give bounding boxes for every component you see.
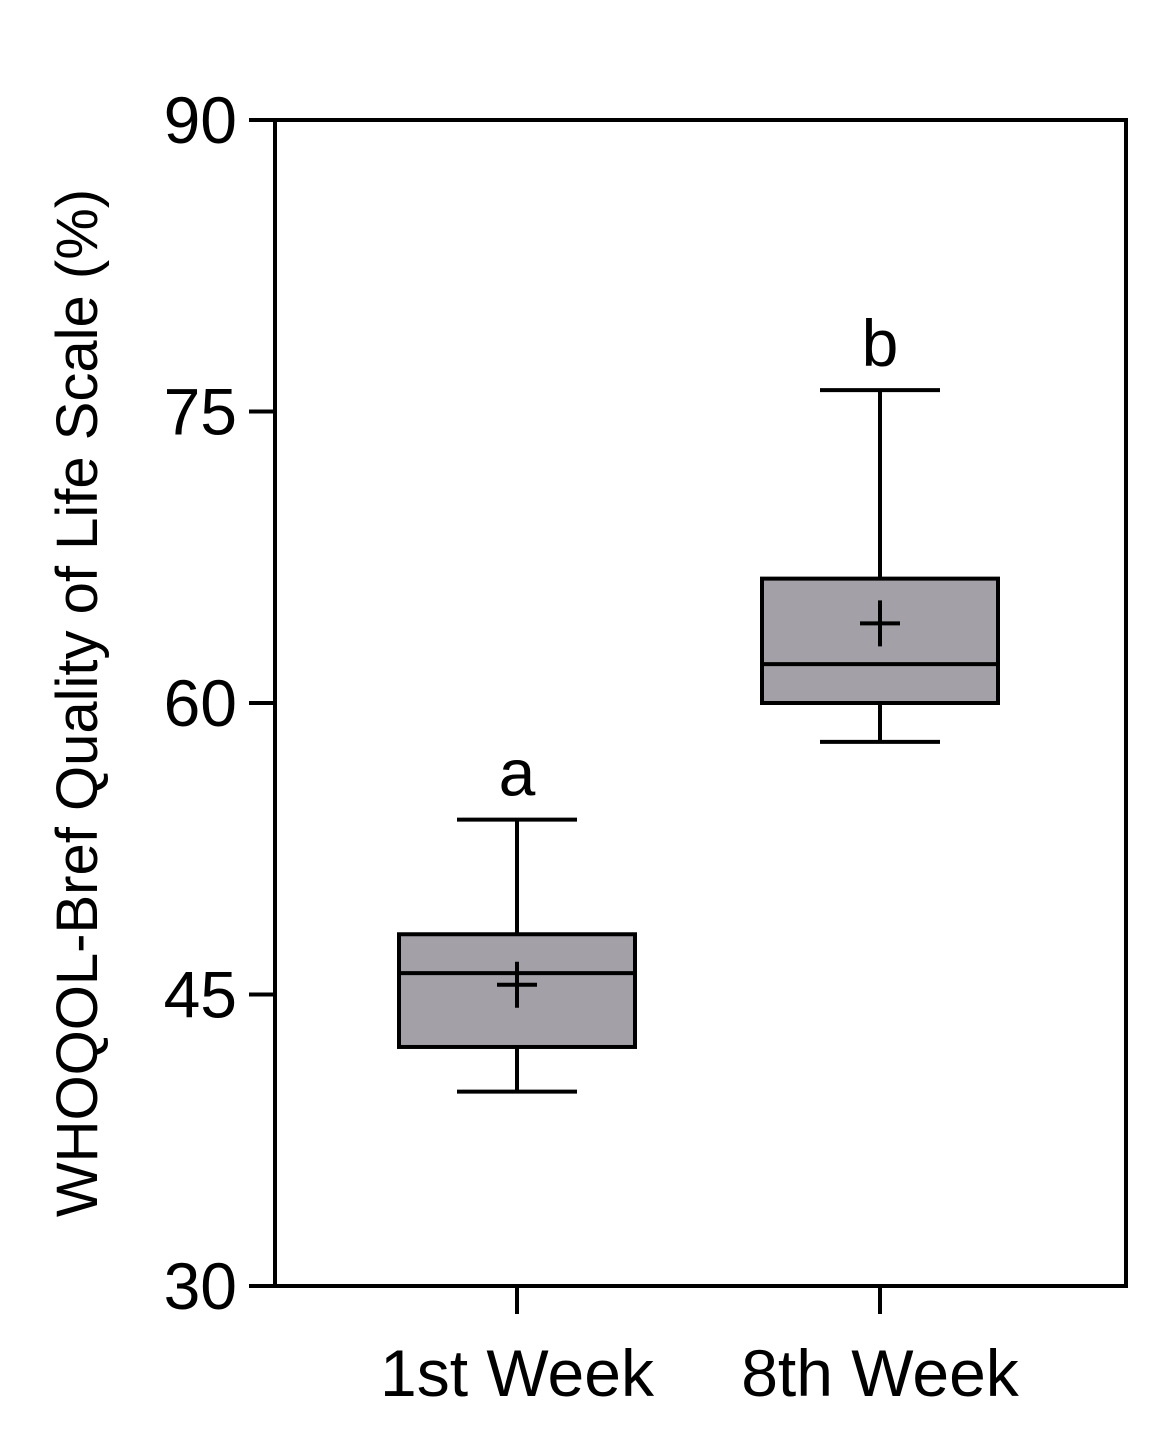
x-tick-label: 8th Week xyxy=(741,1336,1020,1410)
box-series: ab xyxy=(397,306,1000,1094)
y-tick-label: 30 xyxy=(164,1249,237,1323)
y-axis-ticks: 30 45 60 75 90 xyxy=(164,83,275,1323)
box-group: b xyxy=(760,306,1000,744)
significance-label: a xyxy=(499,736,536,810)
box-group: a xyxy=(397,736,637,1094)
y-tick-label: 75 xyxy=(164,375,237,449)
x-axis-ticks: 1st Week 8th Week xyxy=(380,1286,1020,1410)
y-tick-label: 60 xyxy=(164,666,237,740)
significance-label: b xyxy=(862,306,899,380)
y-tick-label: 45 xyxy=(164,958,237,1032)
y-tick-label: 90 xyxy=(164,83,237,157)
mean-marker xyxy=(497,961,537,1008)
x-tick-label: 1st Week xyxy=(380,1336,655,1410)
mean-marker xyxy=(860,600,900,647)
y-axis-title: WHOQOL-Bref Quality of Life Scale (%) xyxy=(45,189,110,1217)
